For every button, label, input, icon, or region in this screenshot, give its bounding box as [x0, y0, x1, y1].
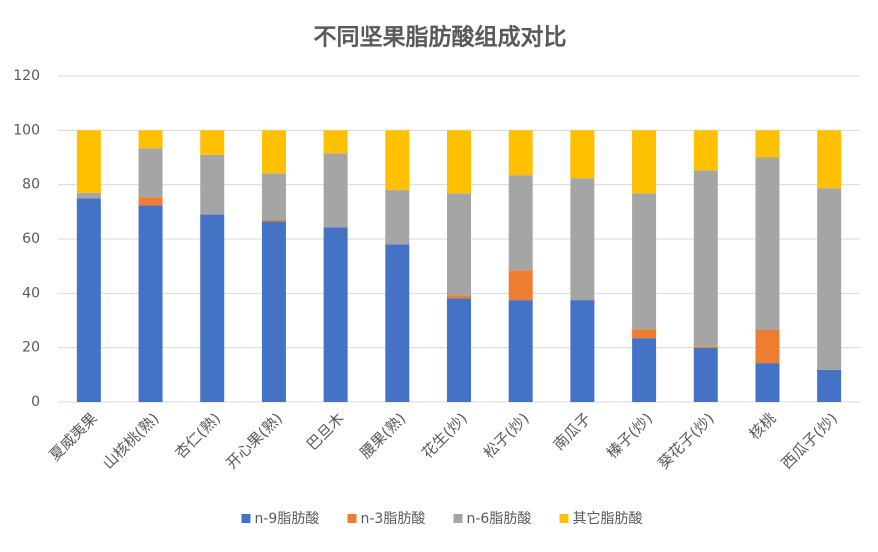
bar-segment: [508, 300, 533, 402]
bar-segment: [508, 270, 533, 301]
legend-label: 其它脂肪酸: [573, 510, 643, 527]
bar-segment: [632, 193, 657, 330]
x-tick-label: 榛子(炒): [603, 409, 656, 462]
bar-segment: [447, 130, 471, 194]
legend-swatch: [453, 514, 463, 523]
legend-label: n-6脂肪酸: [467, 511, 532, 527]
bar-segment: [138, 130, 163, 149]
legend-swatch: [559, 514, 569, 523]
x-tick-label: 杏仁(熟): [171, 409, 224, 462]
bar-segment: [76, 130, 101, 193]
bar-segment: [632, 338, 657, 402]
bar-segment: [755, 363, 780, 402]
bar-segment: [200, 154, 225, 215]
bar-segment: [323, 227, 348, 402]
bar-segment: [755, 130, 780, 158]
bar-segment: [755, 330, 780, 364]
y-tick-label: 20: [22, 340, 40, 356]
bar-segment: [385, 244, 410, 402]
legend-swatch: [241, 514, 251, 523]
y-tick-label: 0: [31, 394, 40, 410]
bar-segment: [817, 369, 842, 402]
bar-segment: [261, 219, 286, 222]
bar-segment: [200, 130, 225, 155]
bar-segment: [323, 130, 348, 154]
bar-segment: [261, 130, 286, 174]
legend-label: n-3脂肪酸: [361, 511, 426, 527]
bar-segment: [508, 175, 533, 271]
x-tick-label: 南瓜子: [550, 409, 595, 454]
y-tick-label: 40: [22, 285, 40, 301]
y-tick-label: 120: [13, 68, 40, 84]
bar-segment: [693, 170, 718, 347]
bar-segment: [138, 148, 163, 198]
bar-segment: [570, 130, 595, 179]
y-tick-label: 60: [22, 231, 40, 247]
bar-segment: [76, 198, 101, 402]
bar-segment: [447, 298, 471, 402]
bar-segment: [570, 178, 595, 301]
bar-segment: [323, 153, 348, 228]
bar-segment: [570, 300, 595, 402]
bar-segment: [632, 130, 657, 194]
bar-segment: [693, 346, 718, 348]
bar-segment: [138, 197, 163, 206]
bar-segment: [200, 214, 225, 402]
bar-segment: [385, 190, 410, 245]
x-tick-label: 葵花子(炒): [654, 409, 717, 472]
bar-segment: [508, 130, 533, 176]
y-tick-label: 100: [13, 122, 40, 138]
x-tick-label: 开心果(熟): [222, 409, 285, 472]
x-tick-label: 腰果(熟): [356, 409, 409, 462]
bar-segment: [447, 295, 471, 299]
x-tick-label: 花生(炒): [418, 409, 471, 462]
bar-segment: [817, 188, 842, 370]
bar-segment: [693, 347, 718, 402]
x-tick-label: 核桃: [746, 409, 780, 443]
legend-swatch: [347, 514, 357, 523]
x-tick-label: 巴旦木: [303, 409, 348, 454]
x-tick-label: 山核桃(熟): [99, 409, 162, 472]
x-tick-label: 西瓜子(炒): [778, 409, 841, 472]
bar-segment: [632, 329, 657, 339]
legend-label: n-9脂肪酸: [255, 511, 320, 527]
bar-segment: [138, 205, 163, 402]
x-tick-label: 松子(炒): [480, 409, 533, 462]
x-tick-label: 夏威夷果: [46, 409, 101, 464]
chart-title: 不同坚果脂肪酸组成对比: [314, 24, 567, 51]
bar-segment: [817, 130, 842, 189]
y-tick-label: 80: [22, 177, 40, 193]
bar-segment: [447, 193, 471, 296]
bar-segment: [76, 192, 101, 199]
bar-segment: [755, 157, 780, 331]
bar-segment: [261, 173, 286, 220]
bar-segment: [693, 130, 718, 171]
bar-segment: [261, 221, 286, 402]
bar-segment: [385, 130, 410, 191]
